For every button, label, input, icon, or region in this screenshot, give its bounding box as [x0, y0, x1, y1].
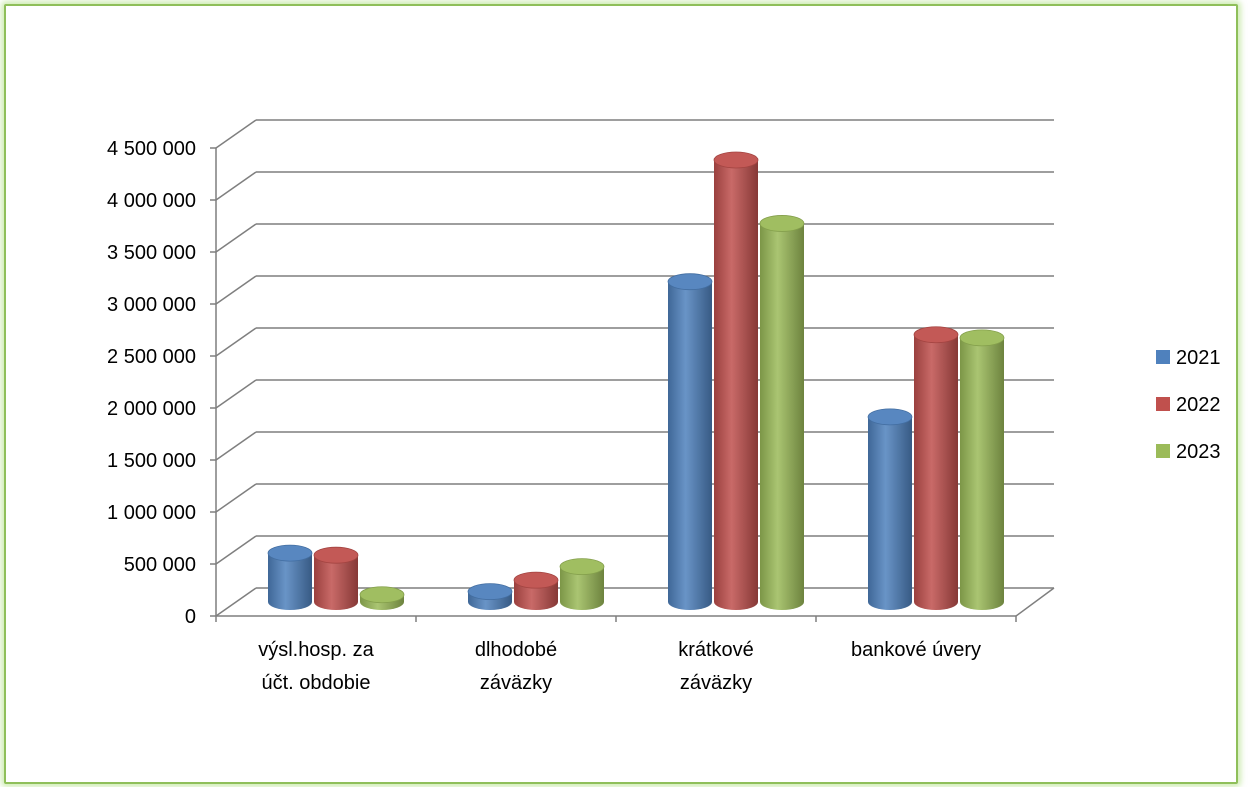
x-tick-label: krátkové záväzky — [678, 639, 754, 694]
y-axis-ticks: 0 500 000 1 000 000 1 500 000 2 000 000 2 500… — [107, 138, 196, 628]
bar-2023-2 — [559, 558, 605, 610]
bar-2022-2 — [513, 571, 559, 610]
legend-swatch — [1156, 444, 1170, 458]
legend-entry-2021: 2021 — [1156, 347, 1221, 369]
gridline-side — [215, 431, 257, 461]
y-tick-label: 500 000 — [124, 554, 196, 576]
legend-entry-2022: 2022 — [1156, 394, 1221, 416]
y-tick-label: 3 500 000 — [107, 242, 196, 264]
gridline-side — [215, 587, 257, 617]
bar-2023-1 — [359, 586, 405, 610]
chart-frame: 0 500 000 1 000 000 1 500 000 2 000 000 2 500… — [4, 4, 1238, 784]
bar-2021-4 — [867, 408, 913, 610]
y-tick-label: 2 000 000 — [107, 398, 196, 420]
legend: 2021 2022 2023 — [1156, 347, 1221, 463]
legend-label: 2022 — [1176, 394, 1221, 416]
y-tick-label: 3 000 000 — [107, 294, 196, 316]
y-tick-label: 4 500 000 — [107, 138, 196, 160]
legend-swatch — [1156, 350, 1170, 364]
gridline-side — [215, 119, 257, 149]
legend-swatch — [1156, 397, 1170, 411]
bar-chart: 0 500 000 1 000 000 1 500 000 2 000 000 2 500… — [107, 119, 1221, 694]
y-tick-label: 0 — [185, 606, 196, 628]
x-tick-label: bankové úvery — [851, 639, 981, 661]
bar-2021-3 — [667, 273, 713, 610]
bar-2021-1 — [267, 544, 313, 610]
x-axis-labels: výsl.hosp. za účt. obdobie dlhodobé záväzky… — [258, 639, 981, 694]
legend-label: 2023 — [1176, 441, 1221, 463]
bar-2023-3 — [759, 215, 805, 610]
gridline-side — [215, 223, 257, 253]
x-tick-label: výsl.hosp. za účt. obdobie — [258, 639, 374, 694]
bars — [267, 151, 1005, 610]
gridline-side — [215, 483, 257, 513]
gridline-side — [215, 535, 257, 565]
y-tick-label: 1 000 000 — [107, 502, 196, 524]
gridline-side — [215, 379, 257, 409]
bar-2022-4 — [913, 326, 959, 610]
gridline-side — [215, 327, 257, 357]
floor-edge — [1015, 587, 1055, 617]
axes — [210, 147, 1055, 622]
bar-2023-4 — [959, 329, 1005, 610]
legend-label: 2021 — [1176, 347, 1221, 369]
y-tick-label: 4 000 000 — [107, 190, 196, 212]
y-tick-label: 1 500 000 — [107, 450, 196, 472]
y-tick-label: 2 500 000 — [107, 346, 196, 368]
bar-2021-2 — [467, 583, 513, 610]
gridline-side — [215, 275, 257, 305]
gridline-side — [215, 171, 257, 201]
x-tick-label: dlhodobé záväzky — [475, 639, 557, 694]
legend-entry-2023: 2023 — [1156, 441, 1221, 463]
bar-2022-1 — [313, 546, 359, 610]
bar-2022-3 — [713, 151, 759, 610]
